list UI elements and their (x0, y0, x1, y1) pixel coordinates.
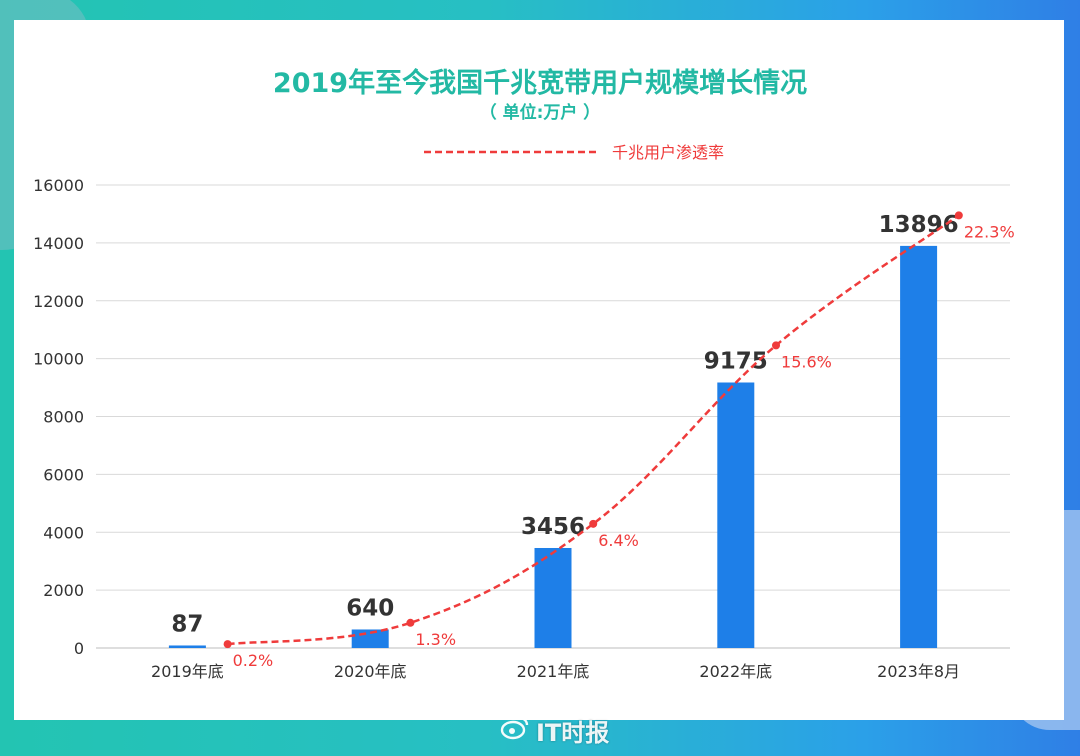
line-value-label: 1.3% (415, 630, 456, 649)
watermark: IT时报 (500, 712, 609, 748)
bar-value-label: 87 (171, 611, 203, 637)
line-point (406, 618, 415, 627)
line-value-label: 22.3% (964, 222, 1015, 241)
y-axis: 0 2000 4000 6000 8000 10000 12000 14000 16000 (33, 176, 84, 658)
y-tick-label: 8000 (43, 408, 84, 427)
weibo-icon (500, 714, 530, 746)
chart-title: 2019年至今我国千兆宽带用户规模增长情况 (273, 67, 807, 99)
bar-value-label: 13896 (879, 212, 959, 238)
bar (168, 645, 206, 648)
line-value-label: 0.2% (233, 651, 274, 670)
line-value-label: 6.4% (598, 531, 639, 550)
y-tick-label: 16000 (33, 176, 84, 195)
y-tick-label: 6000 (43, 465, 84, 484)
penetration-line: 0.2% 1.3% 6.4% 15.6% 22.3% (223, 211, 1015, 670)
legend-label: 千兆用户渗透率 (612, 143, 724, 162)
bar (717, 382, 755, 648)
y-tick-label: 10000 (33, 350, 84, 369)
bar (534, 547, 572, 648)
y-tick-label: 12000 (33, 292, 84, 311)
chart-subtitle: （ 单位:万户 ） (480, 102, 601, 123)
grid (96, 184, 1010, 649)
y-tick-label: 14000 (33, 234, 84, 253)
legend: 千兆用户渗透率 (424, 143, 724, 162)
line-point (589, 519, 598, 528)
y-tick-label: 0 (74, 639, 84, 658)
line-point (954, 211, 963, 220)
line-point (772, 341, 781, 350)
x-tick-label: 2019年底 (151, 662, 224, 681)
x-axis: 2019年底 2020年底 2021年底 2022年底 2023年8月 (151, 662, 960, 681)
x-tick-label: 2021年底 (517, 662, 590, 681)
y-tick-label: 4000 (43, 523, 84, 542)
bar-value-label: 3456 (521, 514, 585, 540)
line-value-label: 15.6% (781, 352, 832, 371)
bar-value-label: 640 (346, 595, 394, 621)
watermark-text: IT时报 (536, 718, 610, 747)
bar-value-label: 9175 (704, 348, 768, 374)
series-line (227, 214, 960, 646)
x-tick-label: 2020年底 (334, 662, 407, 681)
bars (168, 245, 938, 648)
y-tick-label: 2000 (43, 581, 84, 600)
bar (900, 245, 938, 648)
x-tick-label: 2023年8月 (877, 662, 960, 681)
x-tick-label: 2022年底 (699, 662, 772, 681)
line-point (223, 640, 232, 649)
bar-value-labels: 87 640 3456 9175 13896 (171, 212, 958, 638)
